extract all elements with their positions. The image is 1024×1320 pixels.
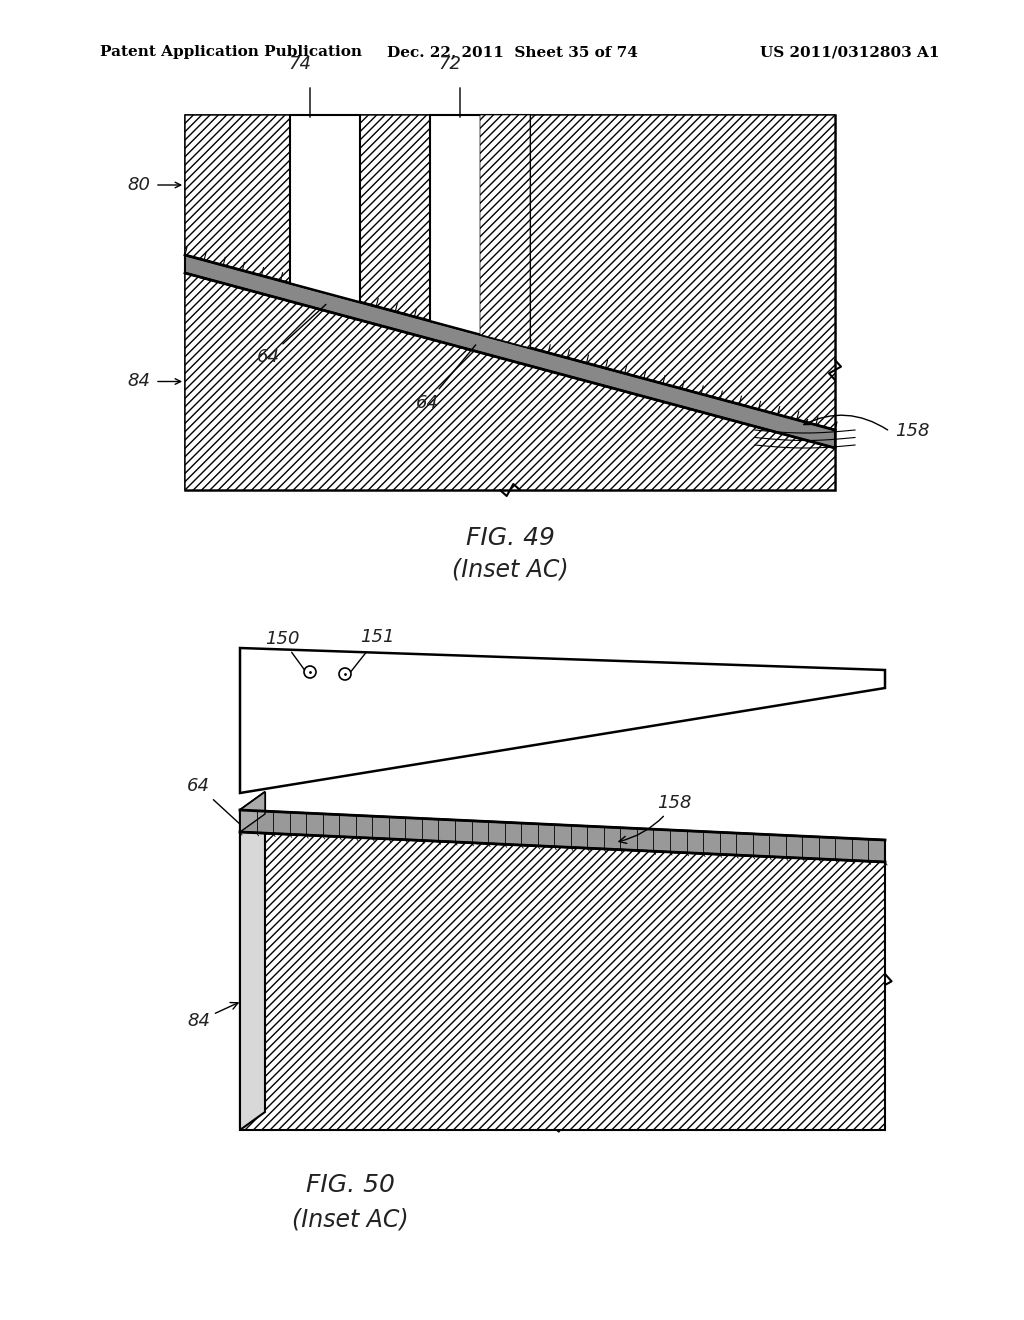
Text: 72: 72 [438, 55, 462, 73]
Text: Patent Application Publication: Patent Application Publication [100, 45, 362, 59]
Polygon shape [240, 832, 885, 1130]
Polygon shape [430, 115, 530, 348]
Text: 158: 158 [618, 793, 692, 843]
Polygon shape [480, 115, 530, 348]
Text: 84: 84 [127, 372, 150, 391]
Text: 80: 80 [127, 176, 150, 194]
Text: 64: 64 [187, 777, 240, 824]
Text: 150: 150 [265, 630, 300, 648]
Polygon shape [240, 648, 885, 793]
Polygon shape [290, 115, 360, 302]
Text: 64: 64 [416, 345, 476, 412]
Bar [185, 115, 835, 490]
Text: 84: 84 [187, 1003, 238, 1030]
Text: FIG. 49: FIG. 49 [466, 525, 554, 550]
Polygon shape [240, 792, 265, 832]
Text: 64: 64 [256, 305, 326, 367]
Text: 151: 151 [360, 628, 394, 645]
Polygon shape [185, 115, 835, 430]
Text: US 2011/0312803 A1: US 2011/0312803 A1 [761, 45, 940, 59]
Text: (Inset AC): (Inset AC) [292, 1208, 409, 1232]
Text: 74: 74 [289, 55, 311, 73]
Polygon shape [240, 792, 265, 1130]
Text: 158: 158 [895, 422, 930, 441]
Polygon shape [185, 255, 835, 447]
Polygon shape [240, 810, 885, 862]
Text: Dec. 22, 2011  Sheet 35 of 74: Dec. 22, 2011 Sheet 35 of 74 [387, 45, 637, 59]
Text: FIG. 50: FIG. 50 [305, 1173, 394, 1197]
Text: (Inset AC): (Inset AC) [452, 558, 568, 582]
Polygon shape [185, 273, 835, 490]
Polygon shape [240, 792, 265, 1130]
